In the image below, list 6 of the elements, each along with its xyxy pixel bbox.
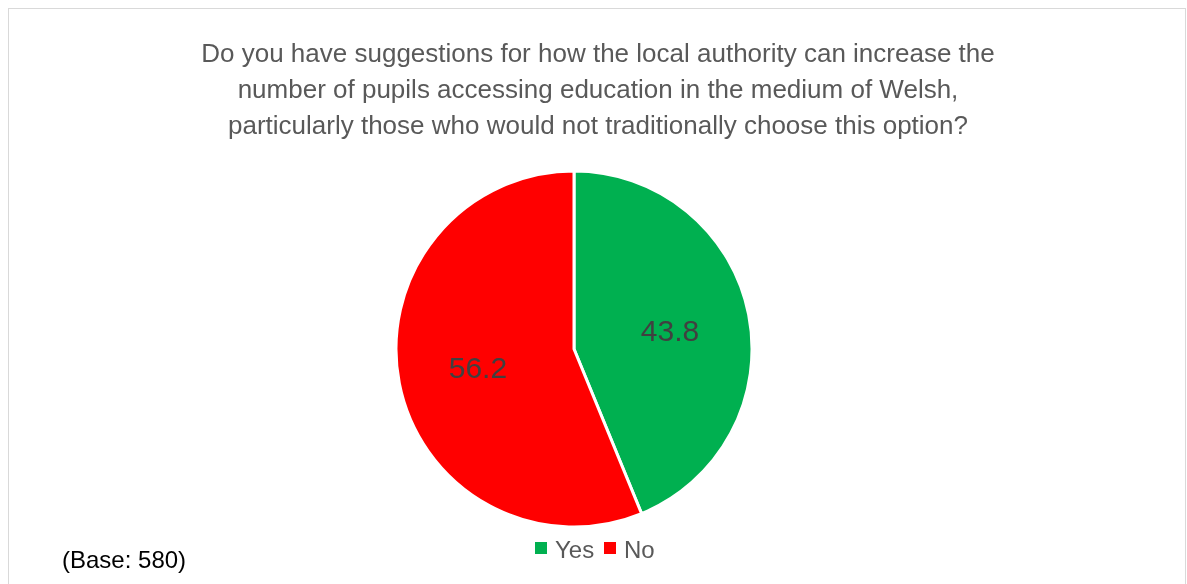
text: (Base: 580) <box>62 546 187 573</box>
legend-label: No <box>624 536 655 563</box>
chart-title: Do you have suggestions for how the local authority can increase the number of pupils accessing education in the medium of Welsh, particularly those who would not traditionally choose this option? <box>201 38 995 140</box>
data-label: 43.8 <box>640 313 700 347</box>
data-label: 56.2 <box>448 351 508 385</box>
legend-label: Yes <box>555 536 595 563</box>
